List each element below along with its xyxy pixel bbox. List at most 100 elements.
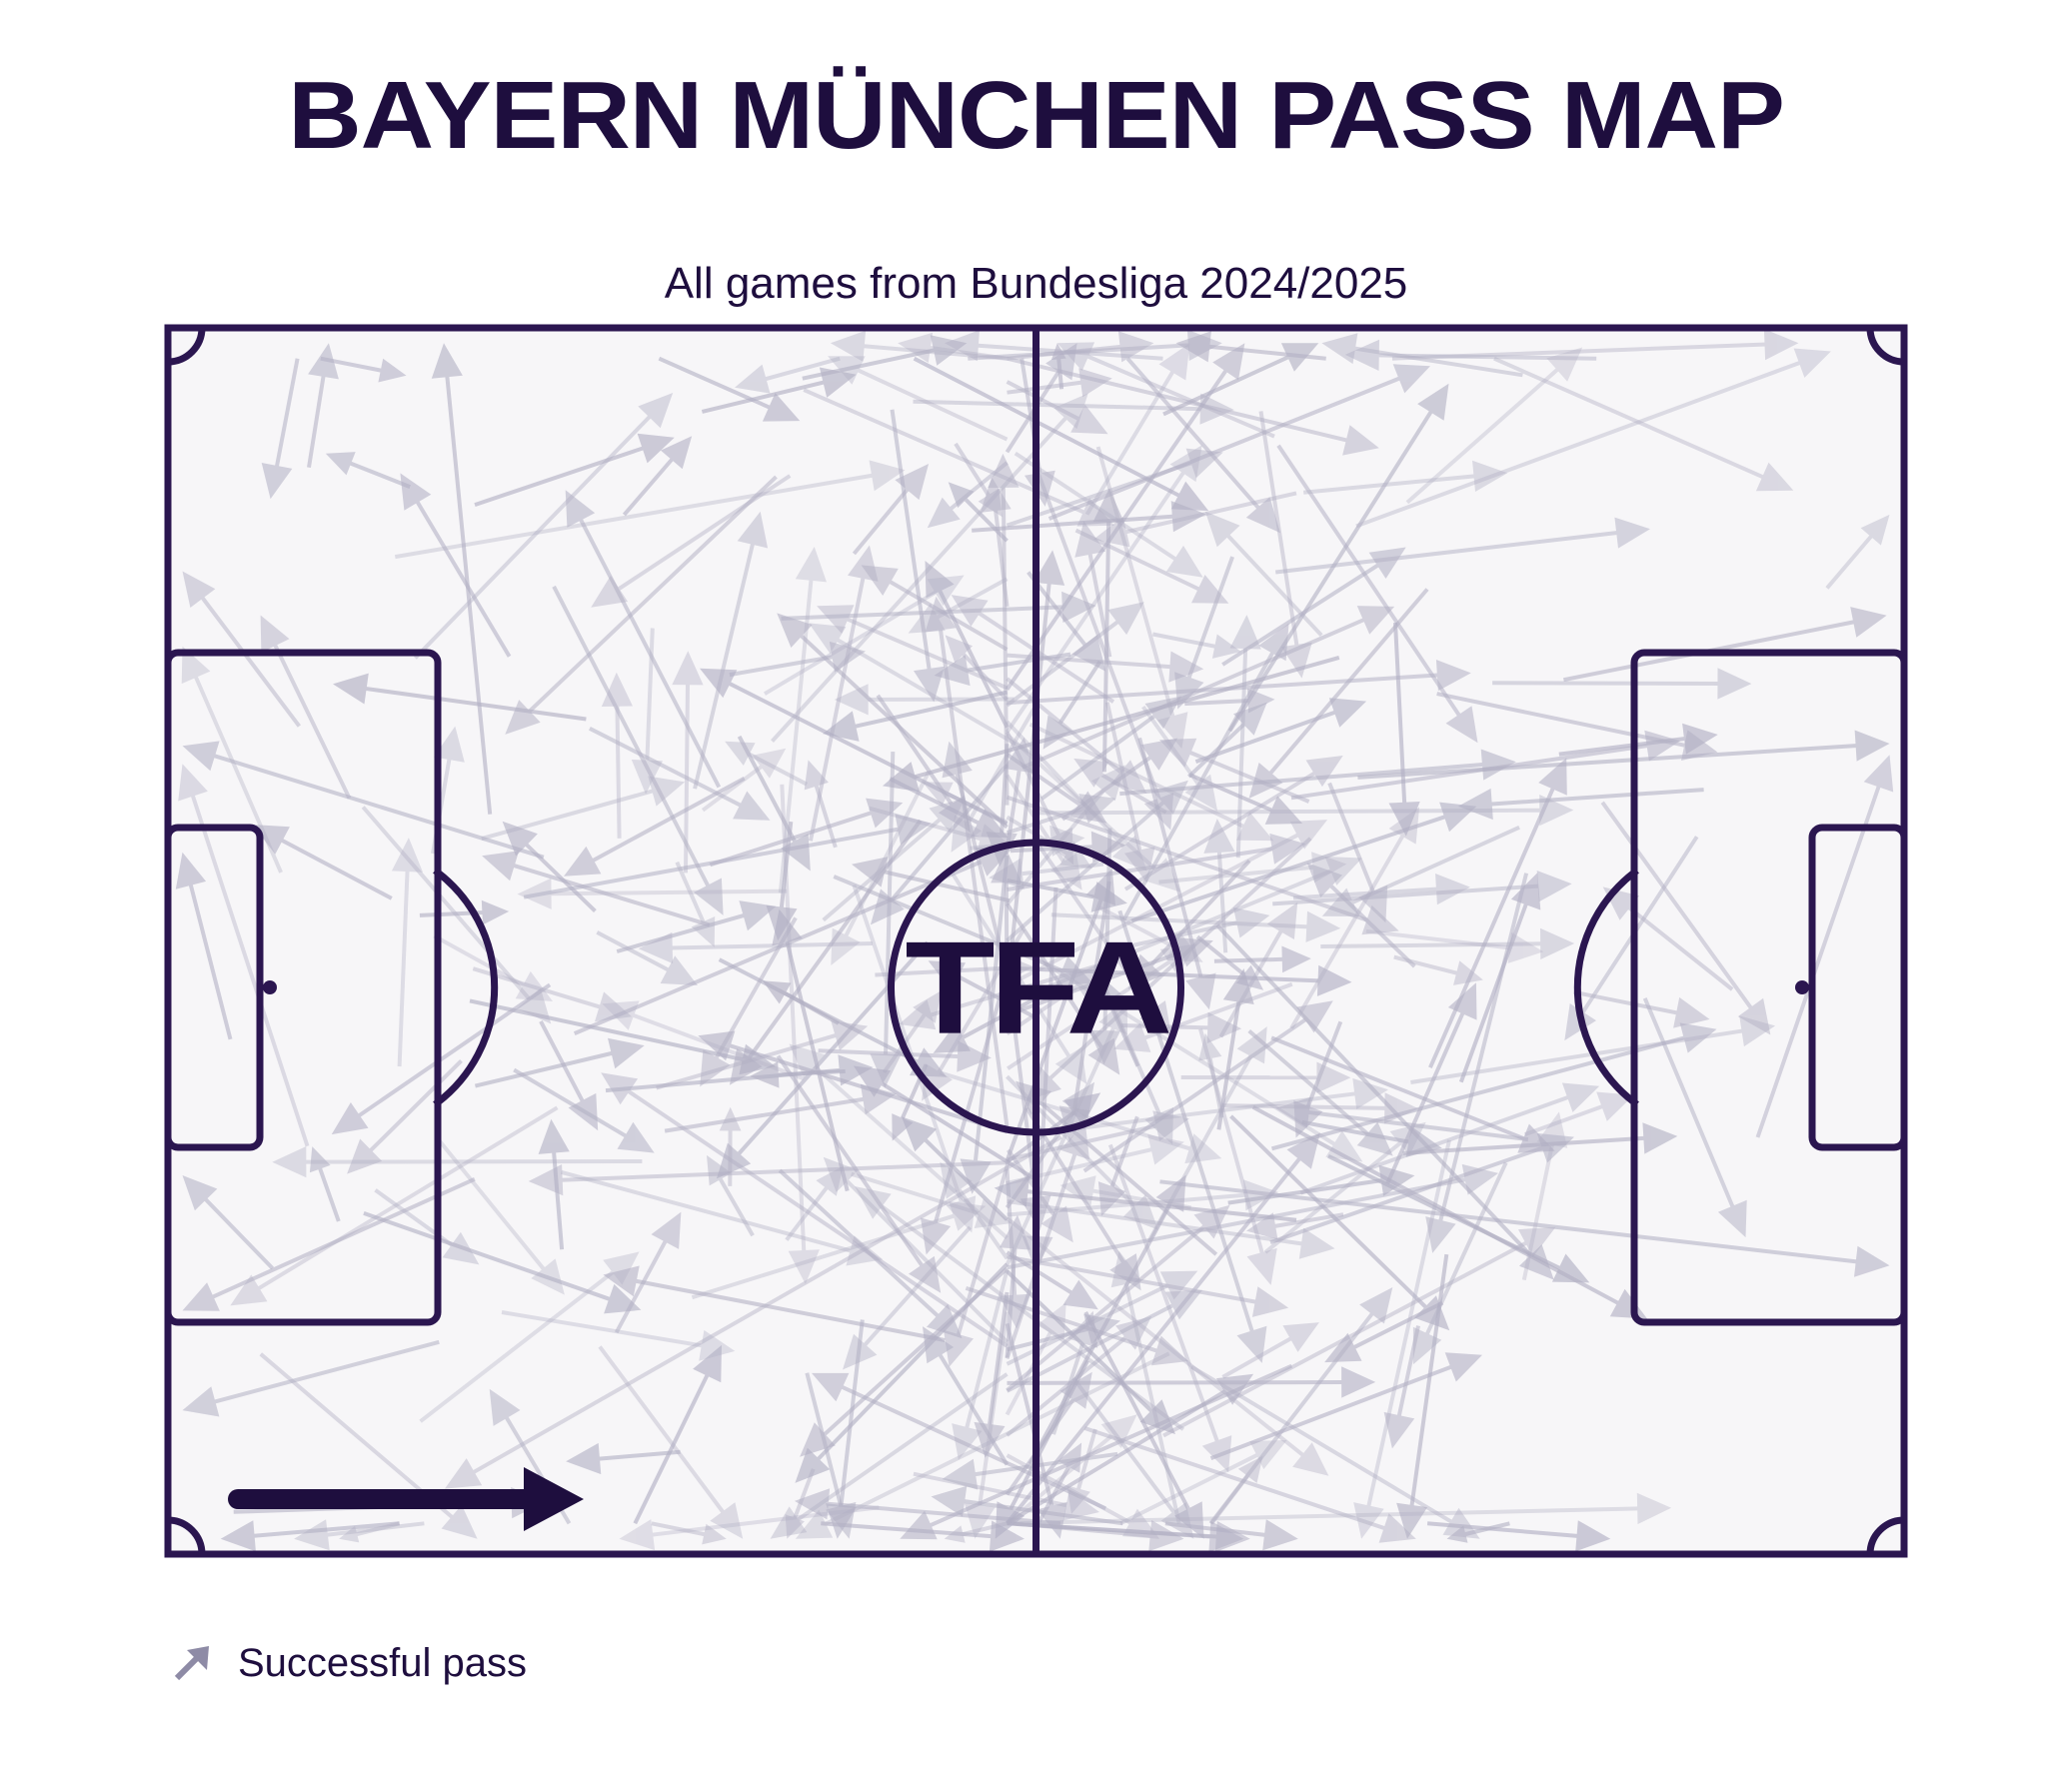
pass-arrow (1107, 1143, 1232, 1473)
pass-arrow (1060, 738, 1178, 822)
pass-arrow (1006, 794, 1116, 836)
pass-arrow (913, 393, 1234, 425)
pass-arrow (261, 358, 300, 500)
pass-arrow (1492, 668, 1752, 700)
pass-arrow (1457, 788, 1704, 821)
pass-arrow (433, 933, 553, 1001)
pass-arrow (1755, 755, 1894, 1138)
pass-arrow (601, 1072, 1009, 1348)
pass-arrow (1327, 782, 1388, 923)
pass-arrow (391, 838, 424, 1067)
pass-arrow (925, 561, 1010, 729)
pass-arrow (178, 764, 310, 1147)
pass-arrow (638, 931, 873, 964)
pass-arrow (1258, 411, 1312, 679)
pass-arrow (528, 1160, 1008, 1196)
pass-arrow (1162, 343, 1319, 417)
pass-arrow (1097, 1115, 1139, 1216)
pass-arrow (552, 585, 724, 915)
pass-arrow (1007, 833, 1306, 891)
pass-arrow (1006, 733, 1181, 892)
pass-arrow (1007, 1366, 1376, 1398)
pass-arrow (435, 1136, 565, 1295)
pass-arrow (771, 393, 1088, 743)
corner-arc-bottom-left (164, 1516, 206, 1558)
pass-arrow (1006, 720, 1147, 872)
pass-arrow (220, 1520, 400, 1552)
pass-arrow (1174, 556, 1234, 710)
pass-arrow (1005, 550, 1065, 994)
pass-arrow (1042, 660, 1102, 750)
pass-arrow (1301, 1119, 1442, 1157)
pass-arrow (785, 1468, 816, 1539)
pass-arrow (469, 998, 776, 1075)
pass-arrow (1119, 1439, 1287, 1526)
pass-arrow (1573, 989, 1710, 1028)
pass-arrow (260, 615, 352, 800)
pass-arrow (794, 1488, 1061, 1526)
pass-arrow (539, 1019, 599, 1131)
pass-arrow (598, 1345, 744, 1539)
pass-arrow (481, 776, 686, 842)
pass-arrow (925, 596, 1010, 1127)
pass-arrow (309, 1146, 341, 1222)
pass-arrow (776, 1054, 942, 1293)
pass-arrow (182, 1175, 275, 1270)
pass-arrow (1385, 982, 1477, 1185)
pass-arrow (664, 1083, 897, 1133)
pass-arrow (614, 1211, 682, 1334)
pass-arrow (735, 356, 841, 394)
pass-arrow (1402, 1122, 1678, 1155)
pass-arrow (898, 332, 1008, 363)
pass-arrow (1006, 380, 1108, 435)
legend: Successful pass (168, 1639, 527, 1687)
pass-arrow (1428, 758, 1567, 1069)
pass-arrow (175, 852, 233, 1040)
pass-arrow (444, 1134, 1062, 1489)
pass-arrow (1306, 863, 1416, 968)
pass-arrow (1006, 1204, 1230, 1392)
pass-arrow (1209, 1352, 1482, 1460)
penalty-spot-right (1795, 980, 1809, 994)
arrow-up-right-icon (174, 1646, 209, 1681)
pass-arrow (700, 668, 1009, 827)
pass-arrow (1393, 954, 1483, 985)
pass-arrow (1014, 451, 1203, 578)
center-circle (888, 839, 1184, 1136)
pass-arrow (1292, 874, 1470, 905)
pass-arrow (822, 798, 966, 922)
pass-arrow (789, 1043, 1009, 1240)
pass-arrow (1190, 1364, 1480, 1539)
pass-arrow (942, 1451, 1118, 1490)
pass-arrow (1642, 997, 1747, 1238)
pass-arrow (889, 777, 1009, 839)
corner-arc-top-right (1866, 324, 1908, 366)
pass-arrow (1120, 1011, 1242, 1043)
pass-arrow (818, 1040, 992, 1072)
pass-arrow (1425, 873, 1529, 1253)
pass-arrow (823, 690, 1008, 742)
pass-arrow (785, 1165, 844, 1241)
pass-arrow (1104, 702, 1155, 884)
pass-arrow (603, 1265, 946, 1342)
pass-arrow (804, 760, 838, 849)
pass-arrow (1021, 606, 1395, 770)
pass-arrow (922, 782, 1009, 825)
tfa-logo: TFA (905, 913, 1169, 1061)
pass-arrow (333, 673, 587, 722)
pass-arrow (1272, 871, 1572, 906)
corner-arc-bottom-right (1866, 1516, 1908, 1558)
pass-arrow (616, 900, 777, 953)
pass-arrow (1396, 1253, 1449, 1539)
pass-arrow (1029, 722, 1274, 842)
pass-arrow (1092, 488, 1124, 773)
pass-arrow (1188, 773, 1303, 825)
pitch-container: TFA (0, 300, 2072, 1589)
pass-arrow (182, 741, 545, 860)
pass-arrow-layer (175, 329, 1894, 1553)
pass-arrow (1303, 460, 1508, 495)
pass-arrow (1006, 1250, 1098, 1310)
pass-arrow (778, 1168, 963, 1339)
pass-arrow (964, 1311, 1010, 1539)
pass-arrow (1122, 906, 1270, 949)
